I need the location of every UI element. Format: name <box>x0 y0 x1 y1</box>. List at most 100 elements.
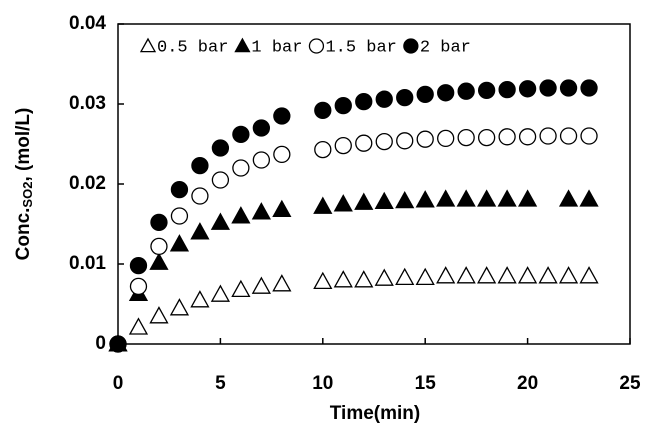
data-point <box>497 266 517 284</box>
data-point <box>169 234 190 252</box>
data-point <box>518 80 537 98</box>
data-point <box>314 101 332 120</box>
data-point <box>170 207 189 225</box>
data-point <box>375 132 393 151</box>
data-point <box>416 130 434 148</box>
x-tick-label: 10 <box>312 373 333 394</box>
y-tick-label: 0 <box>95 333 106 354</box>
data-point <box>559 79 578 97</box>
data-point <box>109 335 127 353</box>
data-point <box>374 191 394 210</box>
data-point <box>313 271 333 290</box>
data-point <box>232 159 250 177</box>
data-point <box>231 206 251 224</box>
data-point <box>415 267 435 286</box>
data-point <box>395 190 415 209</box>
data-point <box>517 266 538 284</box>
data-point <box>251 276 271 294</box>
data-point <box>539 127 557 145</box>
data-point <box>396 132 414 150</box>
data-point <box>170 180 189 199</box>
y-tick-label: 0.02 <box>69 173 106 194</box>
data-point <box>375 90 393 108</box>
y-tick-label: 0.01 <box>69 253 106 274</box>
data-point <box>211 139 230 157</box>
data-point <box>129 277 148 296</box>
x-tick-label: 5 <box>215 373 226 394</box>
data-point <box>395 267 415 286</box>
data-point <box>497 189 517 207</box>
data-point <box>334 96 352 115</box>
data-point <box>558 189 579 207</box>
data-point <box>580 79 598 97</box>
data-point <box>538 266 558 284</box>
data-point <box>169 298 190 316</box>
data-point <box>517 189 538 207</box>
y-label-unit: , (mol/L) <box>13 108 34 182</box>
data-point <box>149 252 169 270</box>
legend-marker <box>139 37 157 53</box>
data-point <box>211 171 230 189</box>
data-point <box>333 270 353 288</box>
data-point <box>374 268 394 286</box>
data-point <box>129 256 148 275</box>
data-point <box>128 317 149 335</box>
legend-marker <box>234 37 251 53</box>
legend-label: 0.5 bar <box>157 38 228 57</box>
y-axis-label: Conc.SO2, (mol/L) <box>13 108 35 261</box>
data-point <box>436 189 456 207</box>
data-point <box>150 237 168 256</box>
data-point <box>272 199 292 218</box>
data-point <box>355 134 373 152</box>
data-point <box>456 189 476 207</box>
legend-label: 2 bar <box>420 38 471 57</box>
x-tick-label: 20 <box>517 373 538 394</box>
data-point <box>457 82 475 100</box>
data-point <box>231 279 251 298</box>
data-point <box>272 274 292 292</box>
data-point <box>437 84 455 102</box>
y-label-sub: SO2 <box>20 182 35 208</box>
data-point <box>477 266 497 284</box>
data-point <box>354 270 374 288</box>
plot-frame <box>117 23 631 345</box>
data-point <box>355 92 373 111</box>
legend-label: 1.5 bar <box>325 38 396 57</box>
data-point <box>457 128 475 147</box>
data-point <box>416 85 434 104</box>
legend-marker <box>308 38 325 54</box>
data-point <box>190 290 210 308</box>
data-point <box>210 212 231 230</box>
data-point <box>518 128 537 146</box>
data-point <box>210 284 231 302</box>
data-point <box>415 190 435 208</box>
data-point <box>273 107 291 125</box>
legend-marker <box>403 38 419 54</box>
data-point <box>252 119 271 137</box>
data-point <box>498 80 516 99</box>
x-tick-label: 15 <box>415 373 437 394</box>
data-point <box>396 88 414 107</box>
data-point <box>333 194 353 212</box>
data-point <box>150 213 168 232</box>
data-point <box>273 145 291 164</box>
data-point <box>559 127 578 145</box>
y-tick-label: 0.04 <box>69 13 106 34</box>
data-point <box>334 136 352 155</box>
data-point <box>190 222 210 240</box>
x-tick-label: 0 <box>113 373 124 394</box>
x-tick-label: 25 <box>619 373 641 394</box>
data-point <box>191 187 209 205</box>
data-point <box>437 129 455 148</box>
data-point <box>149 306 169 324</box>
data-point <box>436 266 456 284</box>
data-point <box>477 189 497 207</box>
data-point <box>191 156 209 175</box>
data-point <box>456 266 476 284</box>
data-point <box>354 192 374 210</box>
y-label-main: Conc. <box>13 208 34 261</box>
data-point <box>477 128 496 147</box>
data-point <box>313 196 333 214</box>
data-point <box>579 189 599 207</box>
